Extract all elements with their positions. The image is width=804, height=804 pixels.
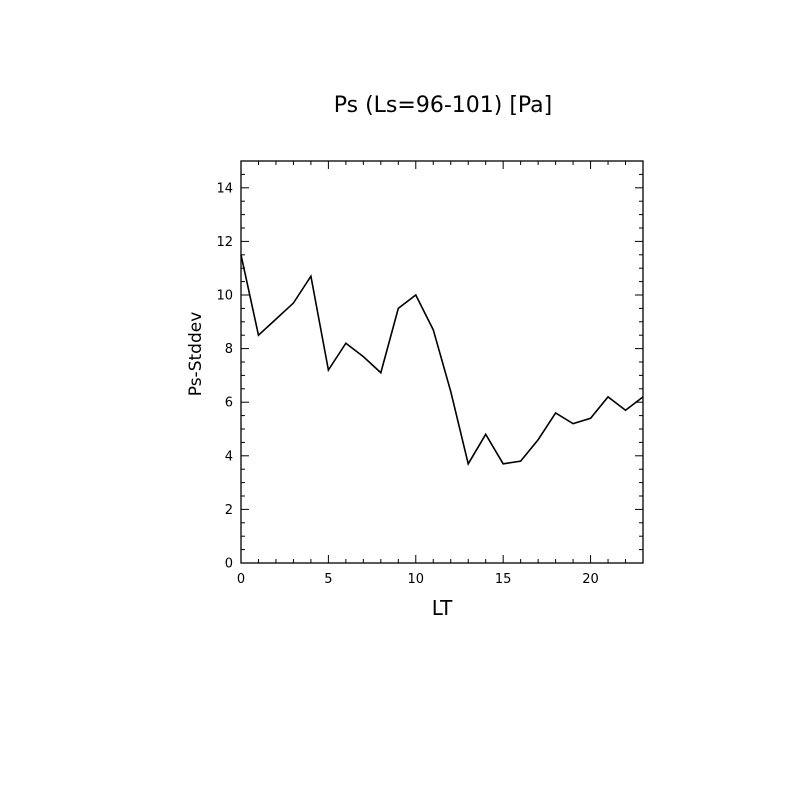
x-tick-label: 0	[237, 572, 245, 587]
y-tick-label: 12	[216, 235, 233, 250]
series-line	[240, 254, 644, 466]
series-layer	[240, 254, 644, 466]
x-tick-label: 15	[495, 572, 512, 587]
y-tick-label: 4	[225, 449, 233, 464]
chart-title: Ps (Ls=96-101) [Pa]	[334, 93, 553, 118]
x-tick-label: 10	[408, 572, 425, 587]
y-tick-label: 10	[216, 289, 233, 304]
x-tick-label: 5	[324, 572, 332, 587]
y-tick-label: 2	[225, 503, 233, 518]
y-axis-label: Ps-Stddev	[186, 312, 206, 397]
y-tick-label: 0	[225, 557, 233, 572]
x-axis: 0 5 10 15 20	[237, 161, 644, 587]
x-tick-label: 20	[582, 572, 599, 587]
y-tick-label: 6	[225, 396, 233, 411]
y-tick-label: 8	[225, 342, 233, 357]
y-axis: 0 2 4 6 8 10 12 14	[216, 160, 643, 572]
y-tick-label: 14	[216, 181, 233, 196]
x-axis-label: LT	[432, 596, 453, 620]
